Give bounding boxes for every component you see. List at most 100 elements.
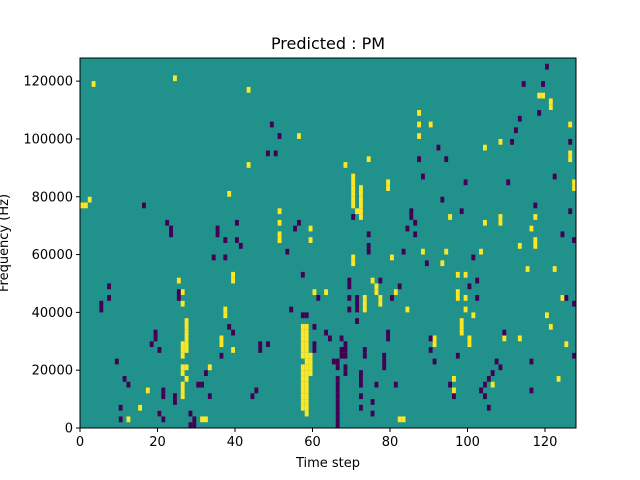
- heatmap-cell-high: [359, 208, 363, 215]
- heatmap-cell-low: [161, 387, 166, 394]
- heatmap-cell-high: [463, 306, 468, 313]
- heatmap-cell-low: [393, 381, 398, 388]
- heatmap-cell-high: [351, 185, 356, 191]
- heatmap-cell-high: [231, 347, 236, 353]
- heatmap-cell-high: [397, 416, 402, 423]
- heatmap-cell-low: [142, 202, 146, 209]
- heatmap-cell-high: [207, 364, 212, 371]
- heatmap-cell-high: [498, 219, 503, 226]
- heatmap-cell-low: [440, 196, 445, 203]
- heatmap-cell-low: [514, 127, 518, 134]
- heatmap-cell-low: [467, 283, 472, 290]
- heatmap-cell-low: [335, 393, 340, 400]
- heatmap-cell-low: [118, 416, 123, 423]
- heatmap-cell-low: [572, 300, 577, 307]
- x-axis: 0 20 40 60 80 100 120: [76, 428, 557, 450]
- heatmap-cell-high: [300, 370, 305, 376]
- heatmap-cell-high-group: [80, 75, 577, 423]
- heatmap-cell-low: [343, 341, 348, 348]
- heatmap-cell-high: [351, 260, 356, 267]
- heatmap-cell-high: [219, 341, 224, 348]
- heatmap-cell-high: [467, 341, 472, 348]
- heatmap-cell-low: [386, 329, 391, 336]
- heatmap-cell-high: [351, 254, 356, 261]
- heatmap-cell-low: [297, 219, 301, 226]
- y-tick-label: 100000: [23, 132, 73, 147]
- heatmap-cell-high: [227, 190, 232, 197]
- heatmap-cell-high: [231, 271, 236, 278]
- heatmap-cell-low: [502, 329, 507, 336]
- heatmap-cell-low: [285, 248, 290, 255]
- heatmap-cell-low: [568, 138, 573, 145]
- heatmap-cell-low: [486, 375, 491, 382]
- heatmap-cell-low: [521, 81, 526, 87]
- heatmap-cell-high: [176, 277, 181, 284]
- heatmap-cell-high: [304, 347, 309, 353]
- heatmap-cell-high: [300, 404, 305, 411]
- heatmap-cell-low: [479, 387, 484, 394]
- heatmap-cell-high: [529, 225, 534, 232]
- heatmap-cell-low: [401, 248, 406, 255]
- heatmap-cell-low: [99, 306, 104, 313]
- heatmap-cell-low: [455, 352, 460, 359]
- heatmap-cell-low: [157, 410, 162, 417]
- heatmap-cell-high: [304, 335, 309, 342]
- heatmap-cell-low: [413, 231, 418, 238]
- heatmap-cell-high: [351, 196, 356, 203]
- heatmap-cell-low: [545, 63, 549, 70]
- heatmap-cell-low: [490, 370, 495, 376]
- heatmap-cell-low: [564, 295, 569, 301]
- heatmap-cell-high: [277, 237, 282, 243]
- heatmap-cell-low: [328, 335, 332, 342]
- heatmap-cell-low: [498, 364, 503, 371]
- heatmap-cell-high: [308, 237, 313, 243]
- heatmap-cell-high: [200, 416, 205, 423]
- heatmap-cell-high: [184, 375, 189, 382]
- heatmap-cell-low: [188, 422, 193, 428]
- heatmap-cell-high: [300, 329, 305, 336]
- heatmap-cell-low: [300, 312, 305, 319]
- heatmap-cell-high: [483, 144, 487, 151]
- heatmap-cell-low: [107, 283, 112, 290]
- heatmap-cell-low: [118, 404, 123, 411]
- heatmap-cell-low: [173, 399, 177, 405]
- heatmap-cell-high: [417, 110, 422, 116]
- heatmap-cell-low: [359, 393, 363, 400]
- heatmap-cell-low: [316, 295, 321, 301]
- heatmap-cell-low: [436, 144, 441, 151]
- heatmap-cell-high: [145, 387, 150, 394]
- heatmap-cell-low: [339, 347, 344, 353]
- heatmap-cell-low: [126, 381, 131, 388]
- heatmap-cell-high: [401, 416, 406, 423]
- heatmap-cell-low: [192, 422, 197, 428]
- heatmap-cell-high: [533, 243, 538, 249]
- heatmap-cell-low: [196, 381, 201, 388]
- heatmap-cell-high: [374, 289, 379, 296]
- heatmap-cell-high: [277, 231, 282, 238]
- heatmap-cell-high: [300, 381, 305, 388]
- x-tick-label: 20: [149, 435, 166, 450]
- heatmap-cell-high: [366, 156, 371, 163]
- x-axis-title: Time step: [295, 456, 360, 471]
- heatmap-cell-high: [351, 179, 356, 186]
- heatmap-cell-low: [312, 341, 317, 348]
- heatmap-cell-low: [568, 208, 573, 215]
- heatmap-cell-high: [180, 381, 185, 388]
- heatmap-cell-low: [370, 399, 375, 405]
- x-tick-label: 100: [455, 435, 480, 450]
- heatmap-cell-low: [207, 393, 212, 400]
- heatmap-cell-high: [533, 214, 538, 220]
- heatmap-cell-low: [258, 347, 263, 353]
- heatmap-cell-low: [335, 358, 340, 365]
- heatmap-cell-low: [355, 295, 360, 301]
- heatmap-cell-low: [250, 393, 255, 400]
- heatmap-cell-low: [215, 225, 220, 232]
- heatmap-cell-high: [80, 202, 84, 209]
- heatmap-cell-high: [324, 289, 329, 296]
- heatmap-cell-low: [343, 370, 348, 376]
- heatmap-cell-high: [277, 208, 282, 215]
- heatmap-cell-low: [343, 347, 348, 353]
- heatmap-cell-high: [359, 196, 363, 203]
- heatmap-cell-high: [308, 358, 313, 365]
- heatmap-cell-low: [335, 416, 340, 423]
